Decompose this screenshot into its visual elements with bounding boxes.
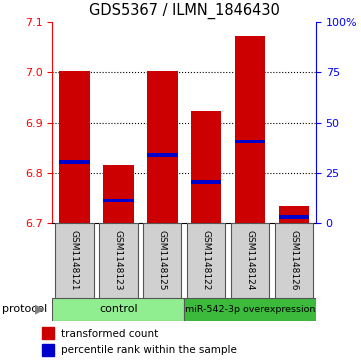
Text: GSM1148125: GSM1148125 bbox=[158, 230, 167, 291]
Title: GDS5367 / ILMN_1846430: GDS5367 / ILMN_1846430 bbox=[89, 3, 279, 19]
Bar bbox=[103, 199, 134, 202]
Bar bbox=[55, 223, 93, 298]
Text: miR-542-3p overexpression: miR-542-3p overexpression bbox=[185, 305, 315, 314]
Text: percentile rank within the sample: percentile rank within the sample bbox=[61, 345, 236, 355]
Bar bbox=[103, 165, 134, 223]
Bar bbox=[279, 205, 309, 223]
Bar bbox=[187, 223, 225, 298]
Text: ▶: ▶ bbox=[35, 303, 45, 316]
Text: control: control bbox=[99, 305, 138, 314]
Bar bbox=[235, 140, 265, 143]
Bar bbox=[59, 160, 90, 164]
Bar bbox=[231, 223, 269, 298]
Bar bbox=[143, 223, 182, 298]
Bar bbox=[191, 180, 221, 184]
Text: GSM1148123: GSM1148123 bbox=[114, 230, 123, 291]
Bar bbox=[99, 223, 138, 298]
Bar bbox=[279, 215, 309, 219]
Text: GSM1148126: GSM1148126 bbox=[290, 230, 299, 291]
Text: transformed count: transformed count bbox=[61, 329, 158, 339]
Bar bbox=[184, 298, 316, 321]
Text: GSM1148122: GSM1148122 bbox=[201, 230, 210, 291]
Bar bbox=[52, 298, 184, 321]
Bar bbox=[59, 71, 90, 223]
Bar bbox=[275, 223, 313, 298]
Bar bbox=[42, 344, 54, 356]
Bar bbox=[42, 327, 54, 339]
Bar bbox=[147, 154, 178, 157]
Bar bbox=[191, 111, 221, 223]
Text: protocol: protocol bbox=[2, 304, 47, 314]
Text: GSM1148124: GSM1148124 bbox=[245, 230, 255, 291]
Bar bbox=[147, 71, 178, 223]
Bar bbox=[235, 36, 265, 223]
Text: GSM1148121: GSM1148121 bbox=[70, 230, 79, 291]
